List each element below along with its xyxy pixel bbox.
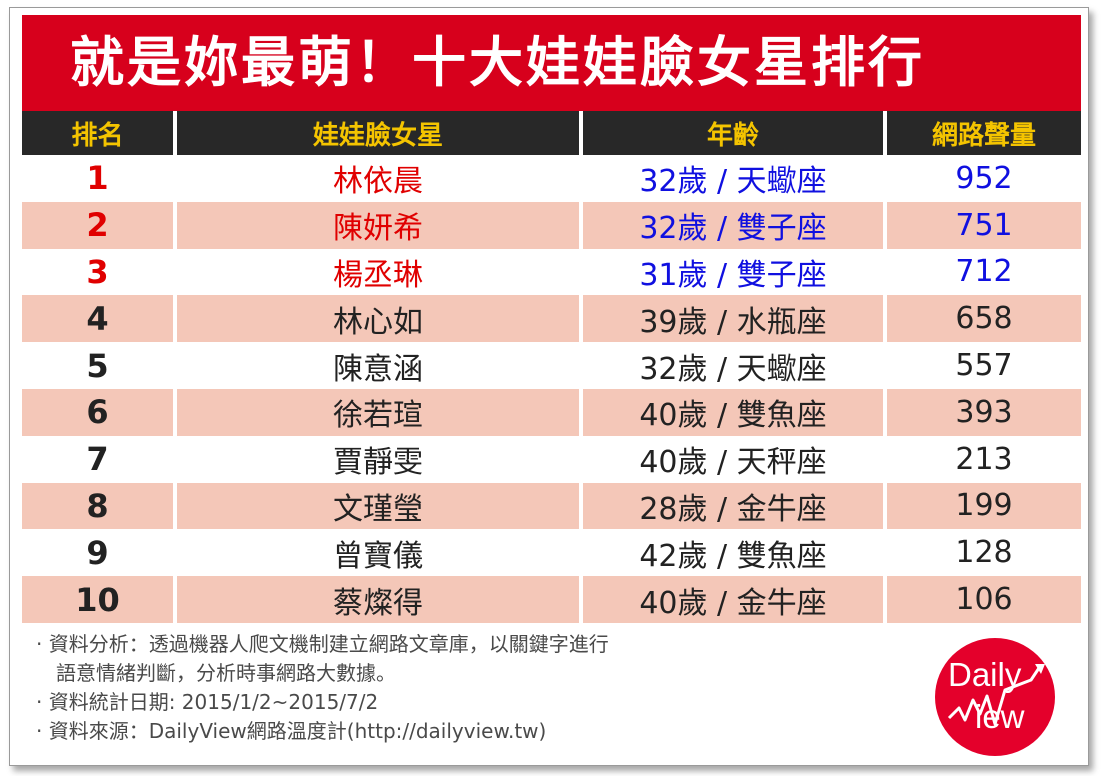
note-source: · 資料來源：DailyView網路溫度計(http://dailyview.t… [36,719,547,743]
ranking-table: 排名 娃娃臉女星 年齡 網路聲量 1 林依晨 32歲 / 天蠍座 952 2 陳… [22,111,1081,623]
name-cell: 文瑾瑩 [173,482,581,530]
footnotes: · 資料分析：透過機器人爬文機制建立網路文章庫，以關鍵字進行 語意情緒判斷，分析… [36,630,609,746]
volume-cell: 952 [883,155,1081,202]
name-cell: 陳意涵 [173,342,581,389]
age-cell: 40歲 / 雙魚座 [579,388,885,436]
header-name: 娃娃臉女星 [173,111,581,155]
volume-cell: 106 [883,576,1081,623]
name-cell: 徐若瑄 [173,388,581,436]
age-cell: 39歲 / 水瓶座 [579,295,885,343]
rank-cell: 3 [86,252,109,291]
page-title: 就是妳最萌！十大娃娃臉女星排行 [70,31,925,94]
age-cell: 40歲 / 金牛座 [579,576,885,623]
volume-cell: 557 [883,342,1081,389]
volume-cell: 712 [883,248,1081,296]
name-cell: 林依晨 [173,155,581,202]
volume-cell: 213 [883,435,1081,483]
name-cell: 林心如 [173,295,581,343]
table-row: 1 林依晨 32歲 / 天蠍座 952 [22,155,1081,202]
table-row: 8 文瑾瑩 28歲 / 金牛座 199 [22,482,1081,530]
age-cell: 32歲 / 天蠍座 [579,342,885,389]
table-row: 2 陳妍希 32歲 / 雙子座 751 [22,201,1081,249]
rank-cell: 4 [22,295,175,343]
age-cell: 42歲 / 雙魚座 [579,529,885,577]
volume-cell: 128 [883,529,1081,577]
dailyview-logo: Daily iew [935,638,1055,756]
rank-cell: 9 [86,533,109,572]
table-row: 10 蔡燦得 40歲 / 金牛座 106 [22,576,1081,623]
age-cell: 32歲 / 天蠍座 [579,155,885,202]
note-date-range: · 資料統計日期: 2015/1/2~2015/7/2 [36,690,379,714]
header-volume: 網路聲量 [883,111,1081,155]
rank-cell: 8 [22,482,175,530]
volume-cell: 393 [883,388,1081,436]
name-cell: 陳妍希 [173,201,581,249]
header-age: 年齡 [579,111,885,155]
table-row: 6 徐若瑄 40歲 / 雙魚座 393 [22,388,1081,436]
table-row: 9 曾寶儀 42歲 / 雙魚座 128 [22,529,1081,577]
volume-cell: 199 [883,482,1081,530]
header-rank: 排名 [22,111,175,155]
title-bar: 就是妳最萌！十大娃娃臉女星排行 [22,15,1081,111]
rank-cell: 6 [22,388,175,436]
rank-cell: 10 [22,576,175,623]
logo-wave-icon [947,664,1045,726]
table-row: 3 楊丞琳 31歲 / 雙子座 712 [22,248,1081,296]
rank-cell: 1 [86,159,109,198]
name-cell: 賈靜雯 [173,435,581,483]
note-analysis: · 資料分析：透過機器人爬文機制建立網路文章庫，以關鍵字進行 [36,632,609,656]
table-header-row: 排名 娃娃臉女星 年齡 網路聲量 [22,111,1081,155]
age-cell: 40歲 / 天秤座 [579,435,885,483]
rank-cell: 2 [22,201,175,249]
name-cell: 楊丞琳 [173,248,581,296]
table-row: 4 林心如 39歲 / 水瓶座 658 [22,295,1081,343]
age-cell: 28歲 / 金牛座 [579,482,885,530]
table-row: 5 陳意涵 32歲 / 天蠍座 557 [22,342,1081,389]
age-cell: 32歲 / 雙子座 [579,201,885,249]
table-row: 7 賈靜雯 40歲 / 天秤座 213 [22,435,1081,483]
volume-cell: 658 [883,295,1081,343]
name-cell: 蔡燦得 [173,576,581,623]
name-cell: 曾寶儀 [173,529,581,577]
age-cell: 31歲 / 雙子座 [579,248,885,296]
logo-word-view: iew [975,698,1025,735]
volume-cell: 751 [883,201,1081,249]
rank-cell: 5 [86,346,109,385]
rank-cell: 7 [86,440,109,479]
note-analysis-cont: 語意情緒判斷，分析時事網路大數據。 [56,661,396,685]
